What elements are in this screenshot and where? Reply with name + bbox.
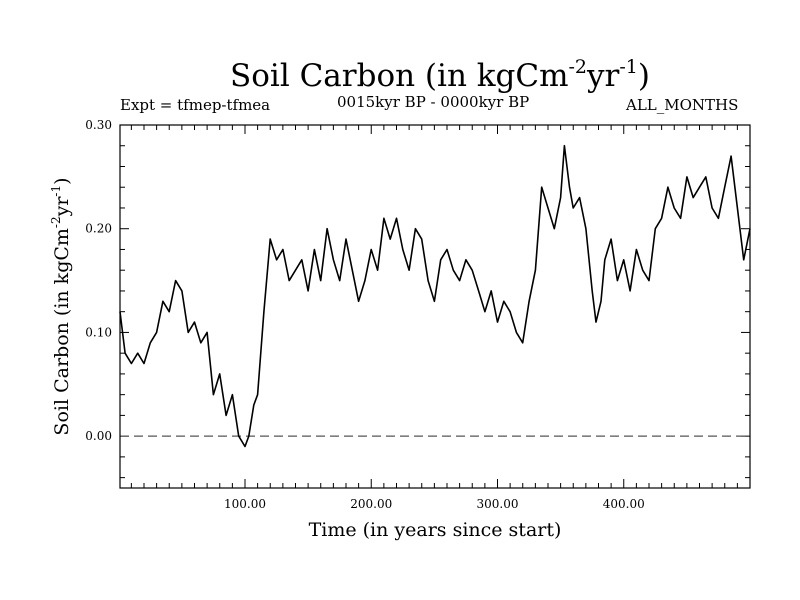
x-axis-title: Time (in years since start)	[309, 519, 562, 541]
y-tick-label: 0.10	[85, 325, 112, 339]
series-line-soil-carbon	[119, 144, 751, 448]
x-tick-label: 300.00	[476, 497, 518, 511]
x-tick-label: 100.00	[224, 497, 266, 511]
period-label: 0015kyr BP - 0000kyr BP	[337, 93, 530, 111]
tick-labels: 100.00 200.00 300.00 400.00 0.00 0.10 0.20 0.30	[85, 118, 644, 511]
axis-ticks	[120, 124, 750, 488]
y-tick-label: 0.20	[85, 222, 112, 236]
chart-title: Soil Carbon (in kgCm-2yr-1)	[230, 56, 650, 94]
y-tick-label: 0.00	[85, 429, 112, 443]
x-tick-label: 200.00	[350, 497, 392, 511]
y-axis-title: Soil Carbon (in kgCm-2yr-1)	[49, 177, 73, 435]
plot-frame	[119, 124, 751, 489]
months-label: ALL_MONTHS	[626, 96, 739, 114]
x-tick-label: 400.00	[603, 497, 645, 511]
experiment-label: Expt = tfmep-tfmea	[120, 96, 271, 114]
y-tick-label: 0.30	[85, 118, 112, 132]
